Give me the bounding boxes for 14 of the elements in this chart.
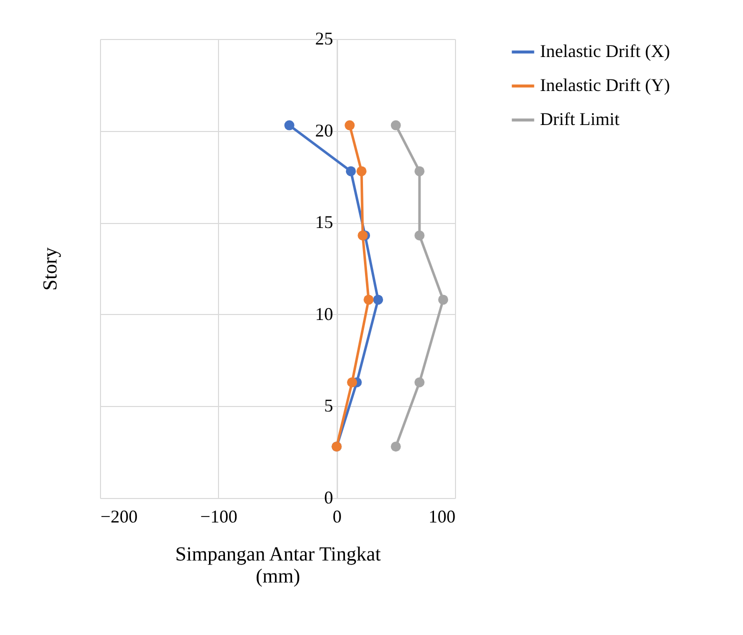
- y-axis-title: Story: [40, 247, 62, 291]
- legend-label: Inelastic Drift (X): [540, 41, 670, 61]
- legend-label: Drift Limit: [540, 109, 620, 129]
- y-tick-label: 0: [324, 488, 334, 508]
- x-axis-title: Simpangan Antar Tingkat (mm): [175, 544, 382, 588]
- x-tick-label: −200: [100, 506, 138, 526]
- y-tick-label: 15: [315, 212, 334, 232]
- y-tick-label: 25: [315, 28, 334, 48]
- y-tick-label: 20: [315, 120, 334, 140]
- y-tick-label: 10: [315, 304, 334, 324]
- x-tick-label: 100: [428, 506, 456, 526]
- legend-label: Inelastic Drift (Y): [540, 75, 670, 95]
- y-tick-label: 5: [324, 396, 334, 416]
- x-tick-label: −100: [200, 506, 238, 526]
